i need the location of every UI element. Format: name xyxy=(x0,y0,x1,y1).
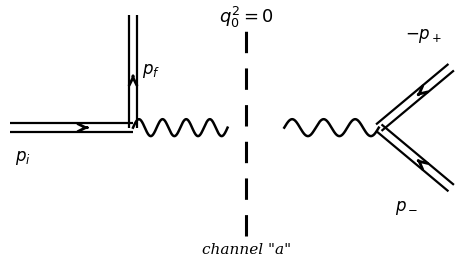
Text: $q_0^2=0$: $q_0^2=0$ xyxy=(219,5,274,30)
Text: $p_-$: $p_-$ xyxy=(395,199,419,217)
Text: $p_f$: $p_f$ xyxy=(143,62,161,80)
Text: $p_i$: $p_i$ xyxy=(15,149,31,167)
Text: channel "a": channel "a" xyxy=(202,243,291,257)
Text: $-p_+$: $-p_+$ xyxy=(405,27,442,45)
